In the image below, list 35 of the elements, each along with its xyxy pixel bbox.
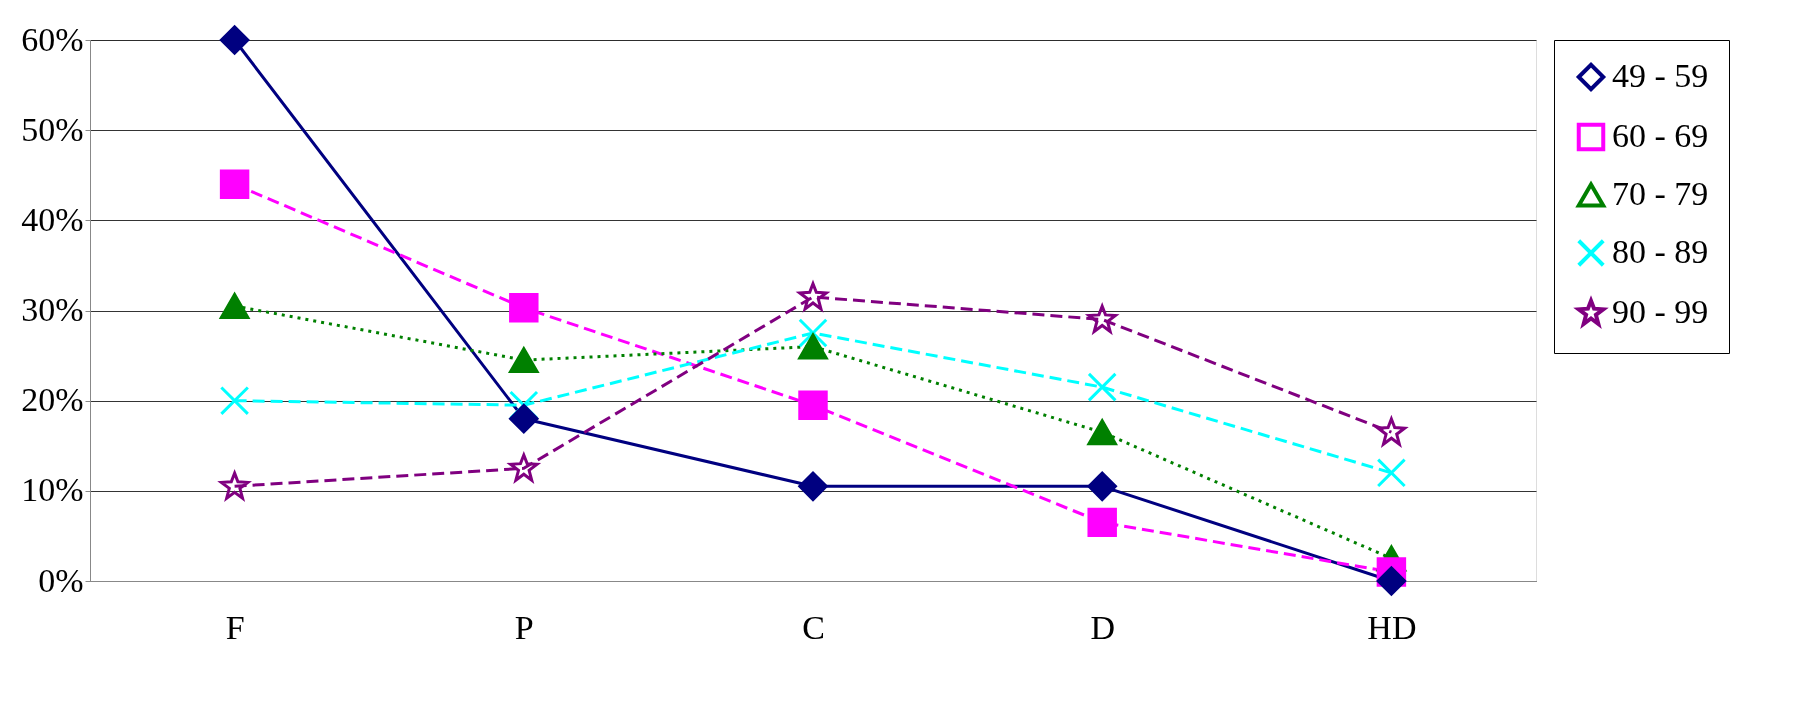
y-tick-label: 60%	[21, 20, 84, 58]
y-tick-label: 20%	[21, 381, 84, 419]
point	[1087, 471, 1117, 502]
x-tick-label: D	[1090, 608, 1115, 646]
point	[219, 169, 250, 199]
point	[219, 293, 250, 319]
point	[219, 385, 250, 416]
x-tick-label: HD	[1367, 608, 1417, 646]
legend-label: 49 - 59	[1612, 57, 1709, 94]
point	[509, 293, 539, 323]
y-tick-label: 40%	[21, 200, 84, 238]
y-tick-label: 0%	[38, 561, 84, 599]
point	[1376, 458, 1407, 488]
legend-label: 60 - 69	[1612, 117, 1709, 154]
x-tick-label: P	[514, 608, 534, 646]
point	[1374, 415, 1409, 448]
point	[1087, 419, 1117, 446]
point	[217, 469, 252, 502]
y-tick-label: 10%	[21, 471, 84, 509]
point	[1087, 372, 1117, 402]
x-tick-label: C	[802, 608, 825, 646]
point	[509, 347, 539, 374]
point	[509, 403, 539, 434]
point	[798, 471, 828, 502]
legend-label: 80 - 89	[1612, 233, 1709, 270]
point	[798, 333, 828, 360]
point	[219, 25, 250, 55]
legend-label: 70 - 79	[1612, 175, 1709, 212]
x-tick-label: F	[225, 608, 245, 646]
point	[1087, 507, 1117, 538]
legend-label: 90 - 99	[1612, 293, 1709, 330]
point	[798, 390, 828, 420]
point	[1376, 566, 1407, 596]
y-tick-label: 50%	[21, 110, 84, 148]
y-tick-label: 30%	[21, 291, 84, 328]
